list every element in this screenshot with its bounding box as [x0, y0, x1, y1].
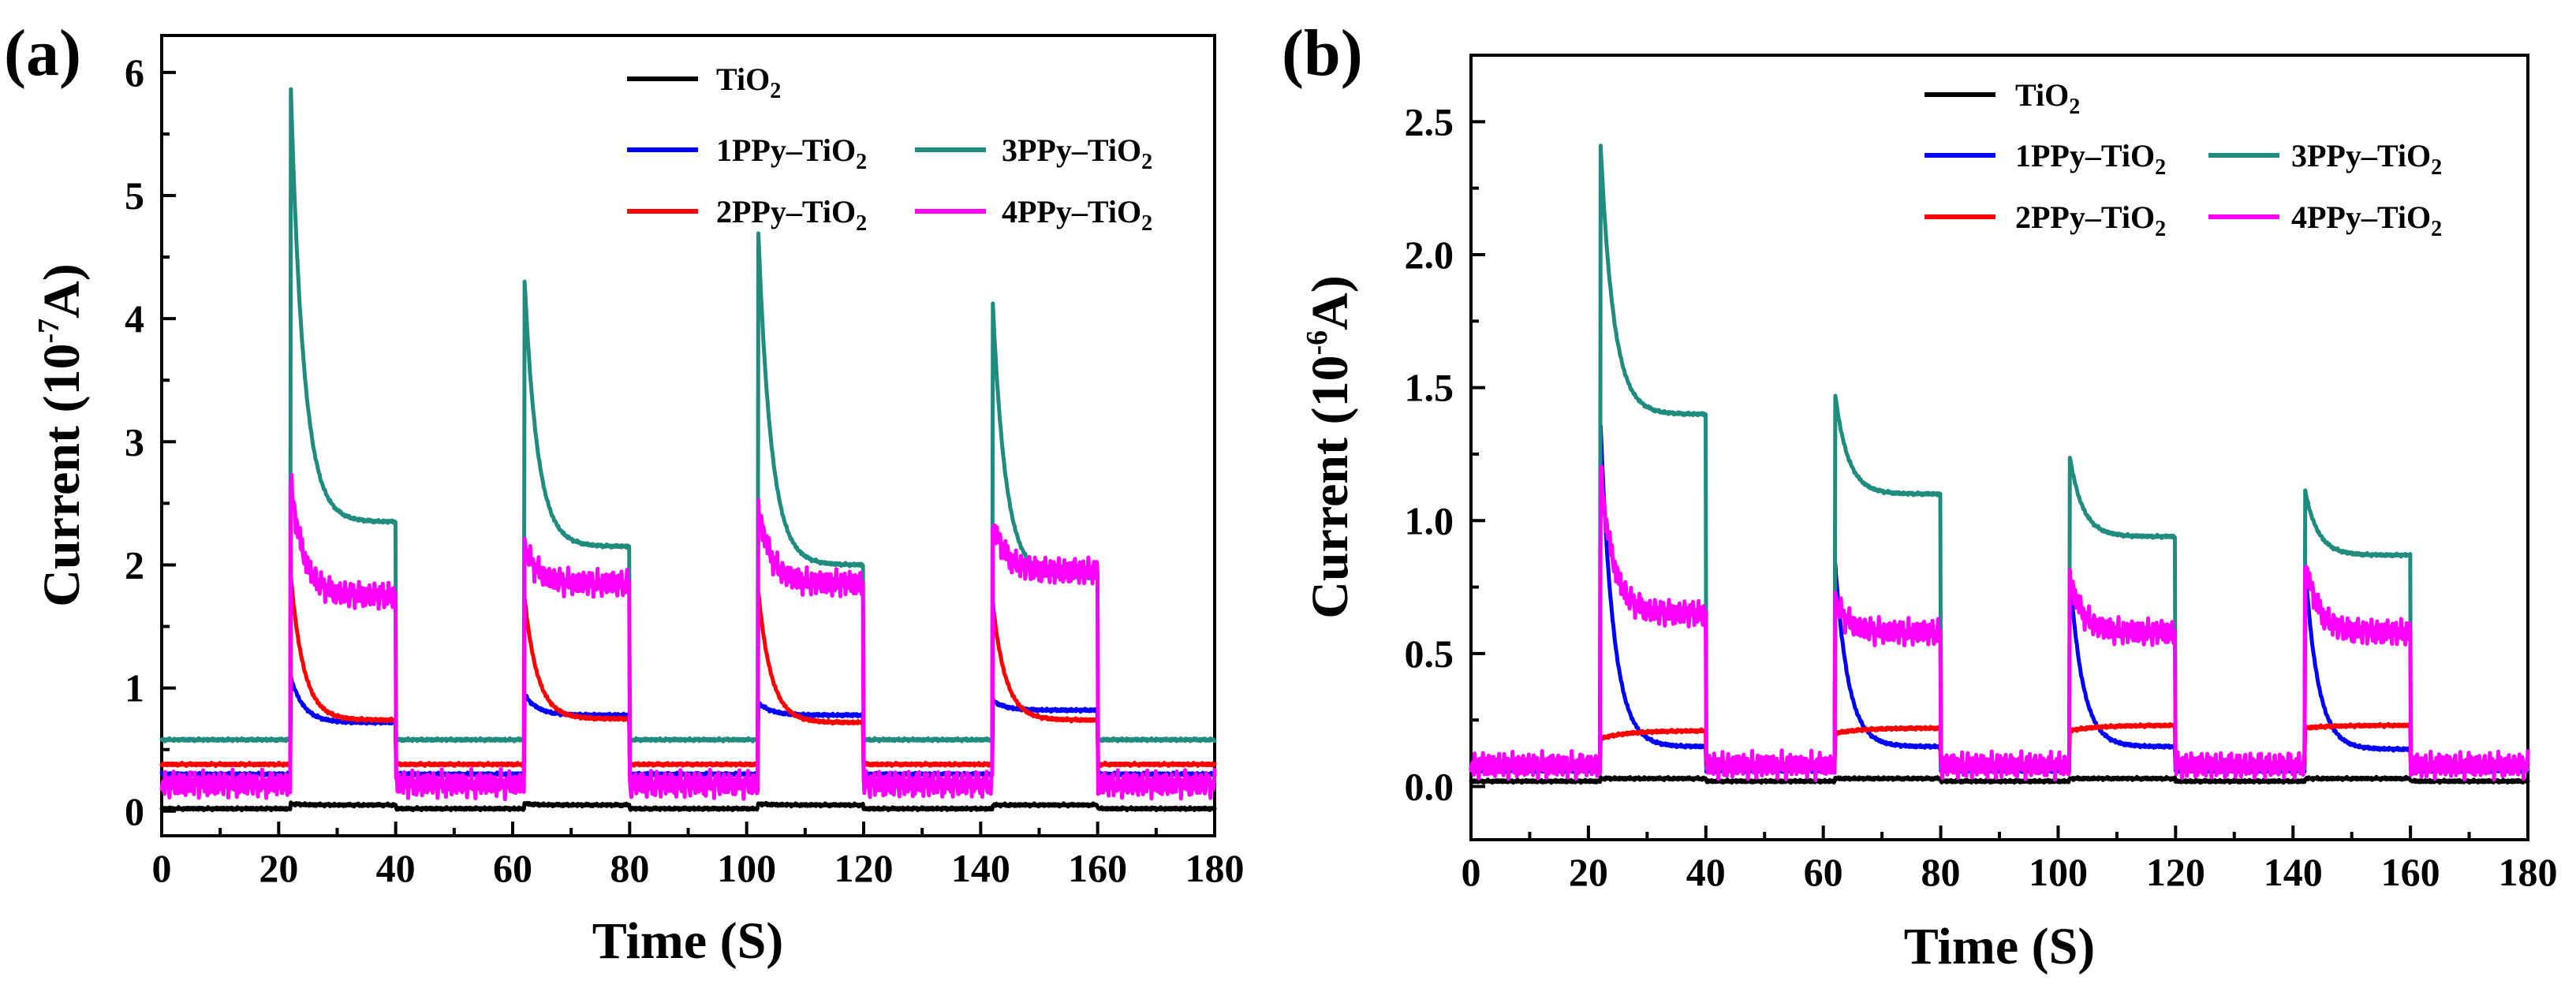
legend-label-2ppy-a: 2PPy–TiO2 [716, 194, 867, 236]
panel-label-a: (a) [4, 17, 81, 90]
legend-label-3ppy-b: 3PPy–TiO2 [2291, 138, 2442, 180]
x-tick-label-a: 60 [493, 846, 532, 890]
x-tick-label-b: 0 [1462, 850, 1481, 894]
y-tick-label-a: 6 [125, 50, 144, 95]
series-line-3ppy-b [1469, 144, 2530, 772]
x-axis-title-a: Time (S) [592, 912, 784, 970]
x-tick-label-b: 120 [2146, 850, 2205, 894]
x-tick-label-b: 20 [1569, 850, 1608, 894]
legend-b: TiO2 1PPy–TiO2 3PPy–TiO2 2PPy–TiO2 4PPy–… [1925, 77, 2442, 241]
x-tick-label-a: 80 [610, 846, 649, 890]
legend-label-1ppy-b: 1PPy–TiO2 [2015, 138, 2166, 180]
y-tick-label-b: 1.0 [1405, 498, 1454, 542]
series-line-4ppy-a [159, 473, 1217, 802]
legend-label-1ppy-a: 1PPy–TiO2 [716, 132, 867, 174]
x-tick-label-b: 80 [1921, 850, 1961, 894]
series-group-a [159, 87, 1217, 813]
panel-label-b: (b) [1282, 17, 1363, 90]
x-tick-label-b: 60 [1804, 850, 1843, 894]
y-tick-label-b: 0.5 [1405, 632, 1454, 676]
x-tick-label-b: 180 [2499, 850, 2558, 894]
x-tick-label-b: 140 [2264, 850, 2323, 894]
x-tick-label-a: 100 [717, 846, 776, 890]
legend-a: TiO2 1PPy–TiO2 3PPy–TiO2 2PPy–TiO2 4PPy–… [627, 62, 1152, 236]
panel-b: (b) 0 20 40 60 80 100 120 140 160 180 0.0 0.5 1.0 1.5… [1282, 17, 2558, 975]
x-tick-label-a: 140 [951, 846, 1010, 890]
legend-label-3ppy-a: 3PPy–TiO2 [1002, 132, 1152, 174]
y-tick-label-a: 4 [125, 296, 144, 341]
x-tick-label-a: 40 [376, 846, 416, 890]
y-tick-label-a: 0 [125, 789, 144, 833]
x-tick-label-a: 0 [152, 846, 172, 890]
y-tick-label-a: 5 [125, 173, 144, 218]
y-tick-label-b: 1.5 [1405, 366, 1454, 410]
x-tick-label-b: 100 [2029, 850, 2088, 894]
legend-label-tio2-a: TiO2 [716, 62, 781, 103]
y-tick-label-a: 2 [125, 542, 144, 587]
series-line-tio2-b [1469, 774, 2530, 785]
series-line-3ppy-a [159, 87, 1217, 744]
series-line-4ppy-b [1469, 464, 2530, 782]
legend-label-tio2-b: TiO2 [2015, 77, 2080, 119]
series-group-b [1469, 144, 2530, 785]
series-line-1ppy-a [159, 675, 1217, 778]
panel-a: (a) 0 20 40 60 80 100 120 140 160 180 0 1 2 3 4 5 6 Time… [4, 17, 1245, 970]
legend-label-2ppy-b: 2PPy–TiO2 [2015, 199, 2166, 241]
legend-label-4ppy-b: 4PPy–TiO2 [2291, 199, 2442, 241]
y-axis-title-a: Current (10-7A) [32, 263, 91, 607]
x-tick-label-b: 160 [2381, 850, 2440, 894]
y-tick-label-a: 3 [125, 419, 144, 464]
series-line-tio2-a [159, 800, 1217, 813]
y-axis-title-b: Current (10-6A) [1301, 275, 1359, 619]
y-tick-label-b: 2.5 [1405, 99, 1454, 144]
y-tick-label-a: 1 [125, 666, 144, 710]
y-tick-label-b: 0.0 [1405, 765, 1454, 809]
axis-ticks-a: 0 20 40 60 80 100 120 140 160 180 0 1 2 3 4 5 6 [125, 50, 1245, 890]
x-tick-label-a: 180 [1185, 846, 1245, 890]
y-tick-label-b: 2.0 [1405, 233, 1454, 277]
legend-label-4ppy-a: 4PPy–TiO2 [1002, 194, 1152, 236]
x-tick-label-a: 160 [1068, 846, 1127, 890]
x-tick-label-a: 20 [259, 846, 298, 890]
x-tick-label-a: 120 [834, 846, 894, 890]
x-axis-title-b: Time (S) [1904, 918, 2096, 975]
series-line-2ppy-a [159, 575, 1217, 769]
x-tick-label-b: 40 [1686, 850, 1726, 894]
axis-ticks-b: 0 20 40 60 80 100 120 140 160 180 0.0 0.5 1.0 1.5 2.0 2… [1405, 99, 2558, 894]
